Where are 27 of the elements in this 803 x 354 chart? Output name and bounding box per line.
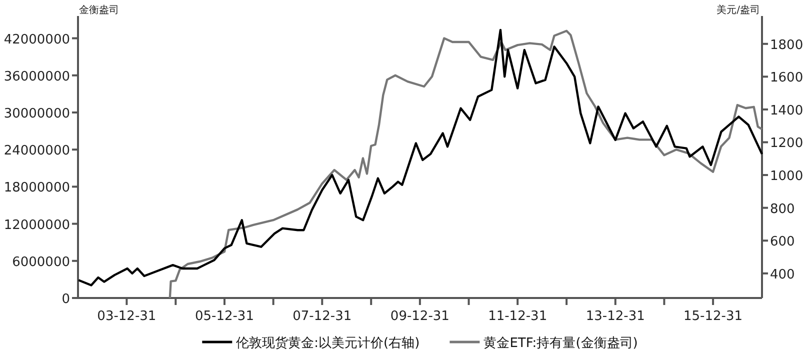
- y-tick-label: 36000000: [4, 69, 70, 84]
- x-tick-label: 09-12-31: [390, 309, 450, 324]
- y-tick-label: 30000000: [4, 106, 70, 122]
- x-tick-label: 13-12-31: [586, 309, 645, 324]
- y-tick-label: 6000000: [12, 254, 70, 270]
- y2-tick-label: 1000: [770, 169, 803, 184]
- y2-tick-label: 1200: [770, 136, 803, 152]
- y-tick-label: 42000000: [4, 32, 70, 48]
- y-axis-title: 金衡盎司: [79, 4, 119, 16]
- y-tick-label: 18000000: [4, 180, 70, 196]
- y2-axis-title: 美元/盎司: [716, 4, 760, 16]
- legend-label: 伦敦现货黄金:以美元计价(右轴): [236, 335, 420, 351]
- y2-tick-label: 400: [770, 267, 795, 282]
- x-tick-label: 15-12-31: [684, 309, 743, 324]
- x-tick-label: 11-12-31: [488, 309, 548, 324]
- x-tick-label: 05-12-31: [194, 309, 254, 324]
- y-tick-label: 12000000: [4, 218, 70, 233]
- y2-tick-label: 1800: [770, 38, 803, 53]
- y2-tick-label: 1400: [770, 103, 803, 118]
- y2-tick-label: 600: [770, 234, 795, 250]
- x-tick-label: 03-12-31: [97, 309, 156, 324]
- y-tick-label: 0: [62, 292, 70, 307]
- y2-tick-label: 1600: [770, 70, 803, 86]
- y-tick-label: 24000000: [4, 144, 70, 159]
- x-tick-label: 07-12-31: [292, 309, 352, 324]
- legend-label: 黄金ETF:持有量(金衡盎司): [484, 336, 638, 351]
- y2-tick-label: 800: [770, 202, 795, 217]
